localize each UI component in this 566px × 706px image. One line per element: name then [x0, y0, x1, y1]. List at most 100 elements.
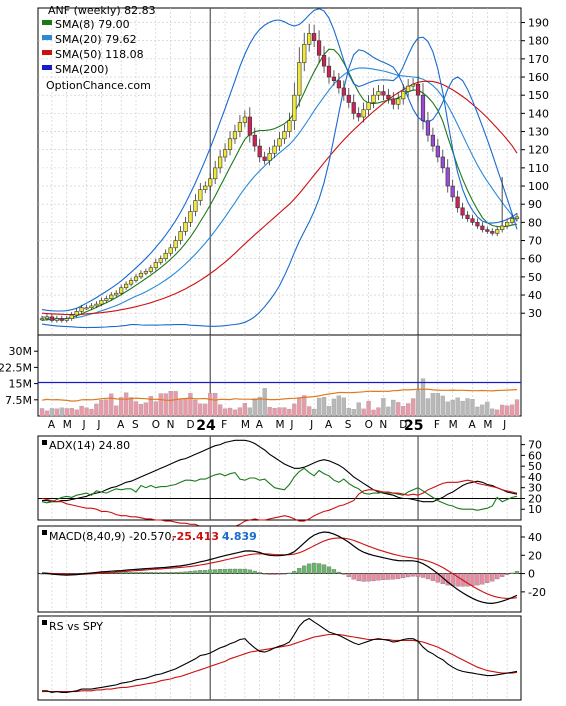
candle-body [331, 76, 337, 81]
x-axis-label: 25 [404, 418, 423, 434]
volume-bar [376, 407, 381, 417]
macd-histogram-bar [326, 566, 332, 574]
candle-body [406, 85, 411, 92]
candle-body [158, 258, 163, 263]
volume-bar [396, 402, 401, 417]
volume-bar [277, 407, 282, 417]
volume-bar [232, 409, 238, 417]
macd-histogram-bar [361, 573, 366, 582]
candle-body [237, 122, 243, 132]
x-axis-label: A [325, 419, 333, 431]
candle-body [381, 91, 386, 96]
candle-body [183, 222, 188, 232]
volume-bar [99, 399, 104, 417]
macd-histogram-bar [178, 571, 183, 574]
candle-body [326, 65, 332, 78]
x-axis-label: M [276, 419, 285, 431]
macd-histogram-bar [148, 572, 154, 574]
volume-bar [297, 397, 302, 417]
candle-body [44, 316, 50, 319]
series-rs-rs [42, 617, 518, 693]
candle-body [386, 94, 391, 100]
macd-histogram-bar [480, 573, 485, 585]
price-tick-label: 140 [528, 107, 549, 120]
candle-body [69, 314, 74, 319]
volume-bar [302, 395, 307, 417]
candle-body [49, 316, 54, 321]
x-axis-label: M [241, 419, 250, 431]
candle-body [218, 156, 223, 169]
volume-bar [450, 399, 455, 417]
macd-histogram-bar [138, 572, 144, 574]
candle-body [54, 318, 59, 321]
price-tick-label: 80 [528, 216, 542, 229]
volume-bar [316, 397, 322, 417]
series-adx-di [41, 467, 518, 511]
price-tick-label: 90 [528, 198, 542, 211]
macd-histogram-bar [381, 573, 386, 581]
macd-histogram-bar [341, 573, 346, 575]
x-axis-label: J [289, 419, 293, 431]
macd-histogram-bar [262, 573, 267, 575]
volume-bar [321, 397, 327, 417]
macd-tick-label: -20 [528, 586, 546, 599]
series-adx-adx [42, 439, 518, 503]
candle-body [213, 167, 218, 180]
macd-histogram-bar [183, 571, 188, 574]
candle-body [297, 62, 302, 96]
macd-histogram-bar [356, 573, 361, 582]
macd-histogram-bar [430, 573, 436, 581]
macd-histogram-bar [123, 572, 129, 574]
volume-bar [485, 401, 490, 417]
rs-swatch [42, 620, 47, 625]
candle-body [272, 145, 277, 154]
candle-body [257, 145, 262, 158]
volume-bar [475, 406, 480, 417]
macd-histogram-bar [391, 573, 396, 580]
x-axis-label: M [63, 419, 72, 431]
volume-tick-label: 30M [9, 345, 33, 358]
macd-histogram-bar [490, 573, 495, 582]
volume-bar [490, 408, 495, 417]
volume-bar [509, 404, 515, 417]
x-axis-label: D [186, 419, 194, 431]
candle-body [351, 102, 356, 114]
candle-body [193, 200, 198, 212]
macd-histogram-bar [282, 573, 287, 575]
volume-bar [193, 399, 198, 417]
candle-body [79, 307, 84, 312]
macd-histogram-bar [257, 572, 262, 574]
volume-bar [430, 393, 436, 417]
x-axis-label: A [117, 419, 125, 431]
adx-swatch [42, 440, 47, 445]
candle-body [138, 272, 144, 278]
macd-histogram-bar [495, 573, 500, 580]
candle-body [401, 91, 406, 100]
volume-bar [94, 403, 99, 417]
candle-body [227, 138, 233, 151]
macd-title: MACD(8,40,9) -20.570, [49, 530, 175, 543]
macd-tick-label: 20 [528, 549, 542, 562]
price-tick-label: 110 [528, 162, 549, 175]
volume-bar [59, 407, 64, 417]
candle-body [336, 80, 341, 89]
price-tick-label: 170 [528, 53, 549, 66]
macd-histogram-bar [500, 573, 505, 577]
candle-body [128, 280, 134, 285]
price-tick-label: 180 [528, 35, 549, 48]
volume-bar [410, 398, 416, 417]
volume-bar [227, 407, 233, 417]
macd-histogram-bar [401, 573, 406, 579]
macd-histogram-bar [173, 572, 178, 574]
volume-bar [445, 401, 450, 417]
price-tick-label: 40 [528, 289, 542, 302]
candle-body [89, 305, 94, 309]
candle-body [222, 149, 228, 158]
candle-body [455, 196, 460, 209]
candle-body [282, 131, 287, 140]
volume-bar [222, 408, 228, 417]
macd-histogram-bar [252, 570, 257, 574]
volume-bar [460, 400, 465, 417]
macd-histogram-bar [232, 568, 238, 574]
volume-bar [425, 398, 431, 417]
